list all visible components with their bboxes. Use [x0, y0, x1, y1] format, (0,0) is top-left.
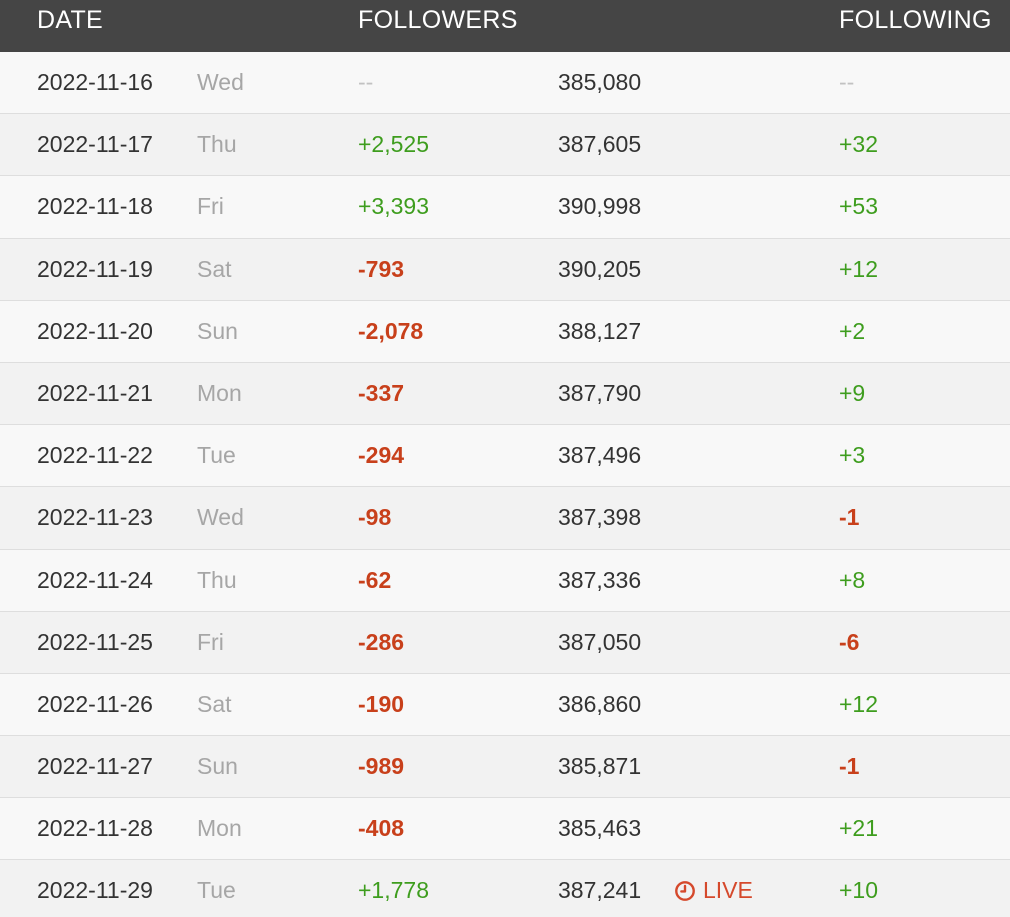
row-day: Sun: [197, 317, 238, 344]
row-date: 2022-11-28: [37, 815, 153, 842]
header-followers[interactable]: FOLLOWERS: [358, 6, 518, 34]
live-label: LIVE: [703, 877, 753, 904]
row-day: Wed: [197, 69, 244, 95]
table-row: 2022-11-23 Wed -98 387,398 -1: [0, 487, 1010, 550]
row-date: 2022-11-24: [37, 566, 153, 593]
following-change: +32: [839, 131, 879, 158]
table-row: 2022-11-27 Sun -989 385,871 -1: [0, 736, 1010, 799]
followers-change: --: [358, 69, 374, 95]
following-change: -1: [839, 753, 860, 780]
followers-change: +3,393: [358, 193, 429, 220]
row-day: Mon: [197, 379, 242, 406]
row-date: 2022-11-29: [37, 877, 153, 904]
followers-total: 388,127: [558, 317, 642, 344]
followers-change: -294: [358, 442, 405, 469]
table-row: 2022-11-21 Mon -337 387,790 +9: [0, 362, 1010, 426]
row-date: 2022-11-26: [37, 690, 153, 717]
table-row: 2022-11-18 Fri +3,393 390,998 +53: [0, 176, 1010, 239]
row-day: Thu: [197, 131, 237, 158]
row-date: 2022-11-23: [37, 504, 153, 531]
following-change: +21: [839, 815, 879, 842]
followers-total: 385,080: [558, 69, 642, 95]
following-change: +10: [839, 877, 879, 904]
row-date: 2022-11-18: [37, 193, 153, 220]
following-change: +12: [839, 255, 879, 282]
following-change: --: [839, 69, 855, 95]
table-row: 2022-11-20 Sun -2,078 388,127 +2: [0, 300, 1010, 363]
followers-change: -337: [358, 379, 405, 406]
followers-total: 385,463: [558, 815, 642, 842]
followers-total: 387,605: [558, 131, 642, 158]
following-change: -6: [839, 628, 860, 655]
followers-change: -2,078: [358, 317, 424, 344]
table-row: 2022-11-24 Thu -62 387,336 +8: [0, 549, 1010, 612]
table-row: 2022-11-29 Tue +1,778 387,241 LIVE +10: [0, 860, 1010, 917]
live-indicator[interactable]: LIVE: [674, 877, 753, 904]
followers-change: -62: [358, 566, 392, 593]
following-change: +53: [839, 193, 879, 220]
row-day: Sat: [197, 255, 232, 282]
table-row: 2022-11-16 Wed -- 385,080 --: [0, 52, 1010, 115]
following-change: +9: [839, 379, 866, 406]
row-date: 2022-11-16: [37, 69, 153, 95]
followers-change: -190: [358, 690, 405, 717]
followers-total: 387,790: [558, 379, 642, 406]
followers-change: -286: [358, 628, 405, 655]
followers-total: 387,336: [558, 566, 642, 593]
followers-change: +2,525: [358, 131, 429, 158]
row-date: 2022-11-21: [37, 379, 153, 406]
table-row: 2022-11-22 Tue -294 387,496 +3: [0, 425, 1010, 488]
followers-total: 386,860: [558, 690, 642, 717]
row-day: Sat: [197, 690, 232, 717]
followers-change: -98: [358, 504, 392, 531]
row-date: 2022-11-20: [37, 317, 153, 344]
row-day: Tue: [197, 442, 236, 469]
table-row: 2022-11-19 Sat -793 390,205 +12: [0, 238, 1010, 301]
table-row: 2022-11-17 Thu +2,525 387,605 +32: [0, 114, 1010, 177]
header-following[interactable]: FOLLOWING: [839, 6, 992, 34]
row-day: Mon: [197, 815, 242, 842]
row-date: 2022-11-25: [37, 628, 153, 655]
row-date: 2022-11-17: [37, 131, 153, 158]
table-row: 2022-11-26 Sat -190 386,860 +12: [0, 673, 1010, 737]
table-body: 2022-11-16 Wed -- 385,080 -- 2022-11-17 Thu +2,…: [0, 52, 1010, 917]
row-day: Tue: [197, 877, 236, 904]
row-date: 2022-11-22: [37, 442, 153, 469]
following-change: +3: [839, 442, 866, 469]
table-row: 2022-11-25 Fri -286 387,050 -6: [0, 611, 1010, 674]
row-day: Sun: [197, 753, 238, 780]
followers-change: -989: [358, 753, 405, 780]
followers-change: -408: [358, 815, 405, 842]
row-day: Thu: [197, 566, 237, 593]
following-change: -1: [839, 504, 860, 531]
following-change: +2: [839, 317, 866, 344]
clock-icon: [675, 881, 695, 901]
followers-total: 387,050: [558, 628, 642, 655]
followers-total: 387,398: [558, 504, 642, 531]
followers-total: 387,241: [558, 877, 642, 904]
followers-total: 390,998: [558, 193, 642, 220]
followers-total: 390,205: [558, 255, 642, 282]
following-change: +8: [839, 566, 866, 593]
followers-total: 385,871: [558, 753, 642, 780]
table-row: 2022-11-28 Mon -408 385,463 +21: [0, 798, 1010, 861]
followers-change: -793: [358, 255, 405, 282]
followers-change: +1,778: [358, 877, 429, 904]
row-date: 2022-11-27: [37, 753, 153, 780]
row-day: Fri: [197, 628, 224, 655]
following-change: +12: [839, 690, 879, 717]
row-day: Wed: [197, 504, 244, 531]
table-header: DATE FOLLOWERS FOLLOWING: [0, 0, 1010, 52]
row-day: Fri: [197, 193, 224, 220]
followers-total: 387,496: [558, 442, 642, 469]
header-date[interactable]: DATE: [37, 6, 104, 34]
row-date: 2022-11-19: [37, 255, 153, 282]
